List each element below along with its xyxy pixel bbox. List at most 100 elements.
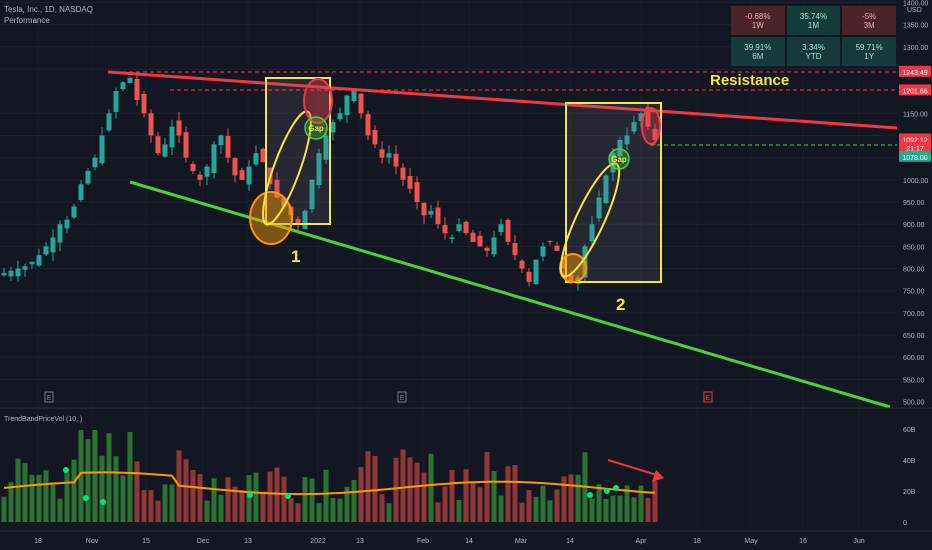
candle-body (134, 78, 140, 100)
volume-bar (85, 439, 91, 522)
trend-ellipse-2 (559, 162, 621, 278)
price-tick-label: 1150.00 (903, 111, 928, 118)
candle-body (1, 272, 7, 276)
volume-bar (190, 470, 196, 522)
earnings-marker-label: E (706, 395, 711, 402)
price-badge-label: 21:17 (906, 146, 924, 153)
volume-bar (624, 485, 630, 522)
volume-bar (1, 496, 7, 522)
candle-body (85, 170, 91, 184)
volume-bar (113, 456, 119, 522)
volume-bar (358, 467, 364, 522)
volume-tick-label: 60B (903, 427, 916, 434)
volume-bar (162, 484, 168, 522)
volume-bar (638, 485, 644, 522)
volume-bar (29, 474, 35, 522)
candle-body (141, 93, 147, 114)
candle-body (330, 122, 336, 133)
time-tick-label: 14 (465, 538, 473, 545)
buy-signal-dot (247, 492, 253, 498)
price-tick-label: 950.00 (903, 200, 925, 207)
candle-body (211, 144, 217, 174)
candle-body (498, 224, 504, 233)
time-tick-label: Mar (515, 538, 528, 545)
volume-bar (8, 482, 14, 522)
volume-bar (148, 490, 154, 522)
volume-bar (218, 494, 224, 522)
earnings-marker-label: E (47, 395, 52, 402)
candle-body (624, 135, 630, 145)
candle-body (204, 166, 210, 177)
time-tick-label: 2022 (310, 538, 326, 545)
volume-arrow-line (607, 459, 661, 477)
trend-ellipse-1 (262, 110, 312, 226)
volume-bar (92, 429, 98, 522)
candle-body (428, 210, 434, 215)
volume-bar (57, 498, 63, 522)
candle-body (561, 255, 567, 269)
earnings-marker-label: E (400, 395, 405, 402)
volume-bar (631, 497, 637, 522)
volume-bar (512, 465, 518, 522)
price-tick-label: 1000.00 (903, 178, 928, 185)
candle-body (645, 107, 651, 127)
candle-body (631, 122, 637, 132)
price-badge-label: 1078.00 (902, 155, 927, 162)
volume-bar (498, 495, 504, 522)
price-tick-label: 700.00 (903, 311, 925, 318)
volume-bar (603, 498, 609, 522)
perf-cell-ytd: 3.34% YTD (786, 37, 841, 66)
price-badge-label: 1092.12 (902, 137, 927, 144)
candle-body (414, 182, 420, 202)
candle-body (617, 139, 623, 157)
gap-circle-1 (304, 116, 328, 140)
perf-value: -5% (862, 11, 877, 21)
volume-bar (253, 472, 259, 522)
volume-bar (379, 494, 385, 522)
perf-period: 3M (863, 20, 875, 30)
volume-arrow-head (652, 470, 664, 482)
volume-bar (449, 470, 455, 522)
gap-circle-2 (608, 148, 630, 170)
performance-widget: -0.68% 1W 35.74% 1M -5% 3M 39.91% 6M 3.34% YT… (731, 6, 896, 66)
candle-body (176, 120, 182, 136)
price-badge (899, 84, 931, 96)
symbol-title[interactable]: Tesla, Inc., 1D, NASDAQ (4, 5, 93, 14)
candle-body (78, 184, 84, 200)
volume-bar (400, 449, 406, 522)
candle-body (162, 144, 168, 157)
pattern-box-1 (265, 77, 331, 225)
candle-body (8, 270, 14, 277)
candle-body (638, 113, 644, 122)
buy-signal-dot (100, 499, 106, 505)
volume-bar (246, 475, 252, 522)
earnings-marker (397, 391, 407, 403)
volume-bar (414, 462, 420, 522)
volume-bar (288, 498, 294, 522)
volume-bar (36, 474, 42, 522)
volume-bar (568, 474, 574, 522)
volume-bar (491, 471, 497, 522)
price-tick-label: 600.00 (903, 355, 925, 362)
indicator-title[interactable]: Performance (4, 16, 50, 25)
candle-body (113, 91, 119, 112)
candle-body (148, 113, 154, 136)
time-tick-label: May (744, 538, 758, 545)
volume-bar (652, 481, 658, 522)
volume-bar (211, 478, 217, 522)
volume-bar (183, 459, 189, 522)
chart-legend: Tesla, Inc., 1D, NASDAQ Performance (4, 4, 93, 26)
volume-bar (386, 503, 392, 522)
volume-bar (421, 472, 427, 522)
perf-value: 59.71% (855, 42, 883, 52)
candle-body (603, 175, 609, 204)
time-tick-label: Jun (853, 538, 864, 545)
candle-body (526, 271, 532, 282)
volume-bar (99, 455, 105, 522)
volume-bar (505, 466, 511, 522)
candle-body (456, 224, 462, 231)
volume-bar (456, 499, 462, 522)
perf-cell-6m: 39.91% 6M (731, 37, 785, 66)
